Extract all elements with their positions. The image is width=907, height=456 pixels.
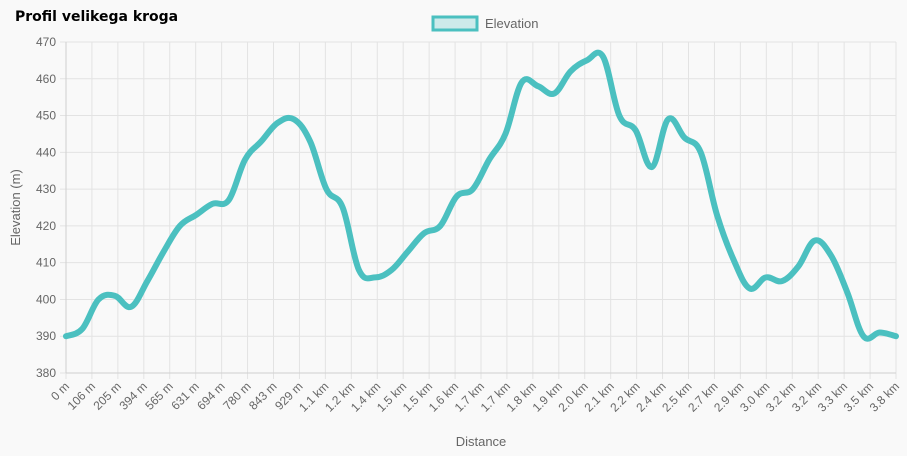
x-tick-label: 780 m <box>220 379 253 412</box>
x-tick-label: 694 m <box>194 379 227 412</box>
y-tick-label: 430 <box>36 182 56 196</box>
y-tick-label: 400 <box>36 292 56 306</box>
x-tick-label: 394 m <box>116 379 149 412</box>
y-axis-label: Elevation (m) <box>8 169 23 246</box>
y-tick-label: 410 <box>36 256 56 270</box>
y-tick-label: 470 <box>36 35 56 49</box>
legend-swatch[interactable] <box>431 15 479 32</box>
x-axis-label: Distance <box>456 434 507 449</box>
x-tick-label: 843 m <box>246 379 279 412</box>
series-line-elevation <box>63 49 899 342</box>
x-tick-label: 205 m <box>91 379 124 412</box>
y-tick-label: 380 <box>36 366 56 380</box>
y-tick-label: 440 <box>36 145 56 159</box>
legend: Elevation <box>431 15 538 32</box>
y-tick-label: 450 <box>36 109 56 123</box>
x-tick-label: 3.8 km <box>867 379 902 414</box>
x-tick-label: 565 m <box>142 379 175 412</box>
y-axis-ticks: 470 460 450 440 430 420 410 400 390 380 <box>36 35 56 380</box>
legend-label[interactable]: Elevation <box>485 16 538 31</box>
y-tick-label: 420 <box>36 219 56 233</box>
page-title: Profil velikega kroga <box>15 9 179 25</box>
series-layer <box>63 49 899 342</box>
x-tick-label: 106 m <box>65 379 98 412</box>
grid-lines <box>60 41 897 379</box>
y-tick-label: 390 <box>36 329 56 343</box>
x-tick-label: 631 m <box>168 379 201 412</box>
y-tick-label: 460 <box>36 72 56 86</box>
